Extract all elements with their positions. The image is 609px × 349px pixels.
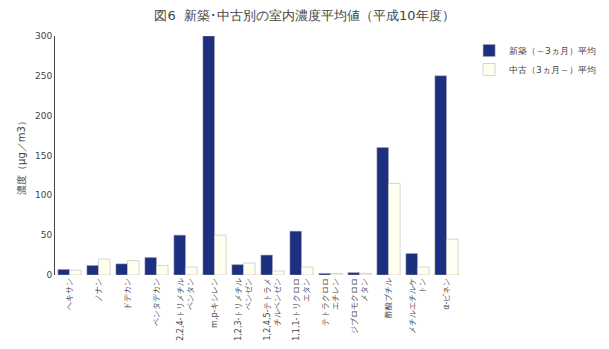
svg-text:新築（～3ヵ月）平均: 新築（～3ヵ月）平均	[509, 46, 596, 56]
svg-text:1,2,4,5-テトラメチルベンゼン: 1,2,4,5-テトラメチルベンゼン	[263, 278, 282, 341]
svg-text:ヘキサン: ヘキサン	[65, 278, 74, 310]
svg-text:2,2,4-トリメチルペンタン: 2,2,4-トリメチルペンタン	[176, 278, 195, 341]
svg-text:1,1,1-トリクロロエタン: 1,1,1-トリクロロエタン	[292, 278, 311, 341]
svg-text:0: 0	[46, 270, 52, 280]
svg-text:メチルエチルケトン: メチルエチルケトン	[408, 278, 427, 334]
svg-text:図6 新築･中古別の室内濃度平均値（平成10年度）: 図6 新築･中古別の室内濃度平均値（平成10年度）	[154, 8, 454, 23]
svg-text:α-ピネン: α-ピネン	[442, 278, 451, 310]
svg-text:ペンタデカン: ペンタデカン	[152, 278, 161, 326]
svg-text:ジブロモクロロメタン: ジブロモクロロメタン	[350, 278, 369, 334]
svg-text:テトラクロロエチレン: テトラクロロエチレン	[321, 278, 340, 326]
svg-text:50: 50	[41, 230, 53, 240]
svg-text:ノナン: ノナン	[94, 278, 103, 302]
svg-text:200: 200	[35, 111, 52, 121]
svg-text:ドデカン: ドデカン	[123, 278, 132, 310]
svg-text:300: 300	[35, 31, 52, 41]
svg-text:中古（3ヵ月～）平均: 中古（3ヵ月～）平均	[509, 65, 596, 75]
svg-text:酢酸ブチル: 酢酸ブチル	[384, 278, 393, 318]
svg-text:100: 100	[35, 190, 52, 200]
svg-text:1,2,3-トリメチルベンゼン: 1,2,3-トリメチルベンゼン	[234, 278, 253, 341]
svg-text:m,p-キシレン: m,p-キシレン	[210, 278, 219, 328]
svg-text:150: 150	[35, 151, 52, 161]
svg-text:250: 250	[35, 71, 52, 81]
svg-text:濃度（μg／m3）: 濃度（μg／m3）	[16, 116, 27, 195]
